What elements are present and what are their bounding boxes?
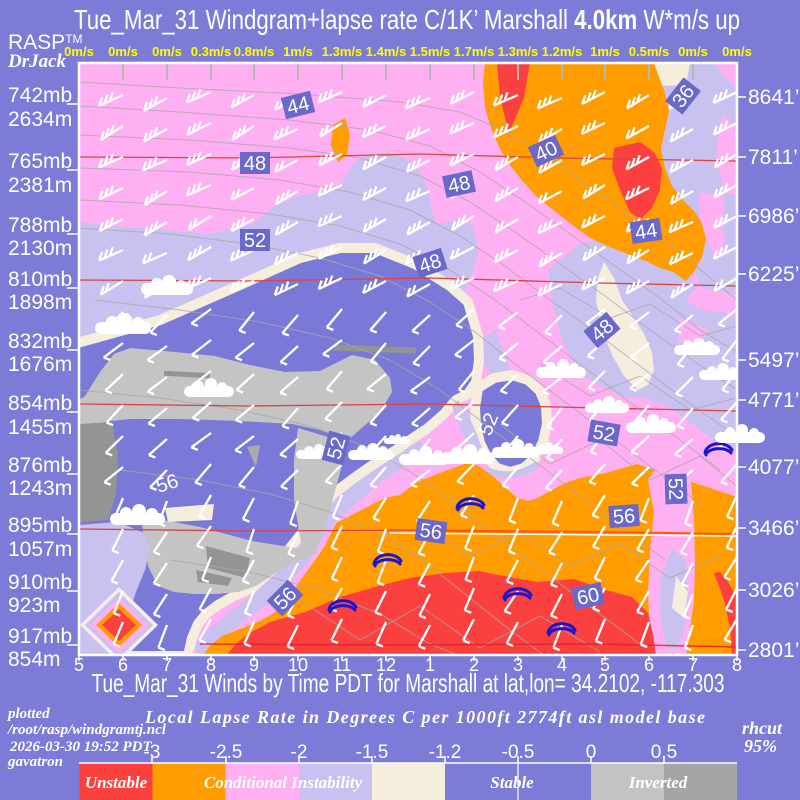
svg-text:Local Lapse Rate in Degrees C: Local Lapse Rate in Degrees C per 1000ft… xyxy=(144,707,705,727)
svg-text:-1.5: -1.5 xyxy=(356,742,389,763)
svg-text:910mb: 910mb xyxy=(8,571,72,594)
svg-text:1: 1 xyxy=(425,655,435,675)
svg-text:0.3m/s: 0.3m/s xyxy=(191,44,231,59)
svg-text:Stable: Stable xyxy=(490,773,534,792)
svg-text:52: 52 xyxy=(244,230,266,252)
svg-text:8: 8 xyxy=(732,655,742,675)
svg-text:1m/s: 1m/s xyxy=(283,44,313,59)
svg-text:56: 56 xyxy=(418,520,443,545)
svg-text:44: 44 xyxy=(634,220,659,245)
svg-text:876mb: 876mb xyxy=(8,454,72,477)
svg-text:765mb: 765mb xyxy=(8,150,72,173)
svg-text:5: 5 xyxy=(74,655,84,675)
svg-text:plotted: plotted xyxy=(6,706,50,722)
svg-text:1.2m/s: 1.2m/s xyxy=(542,44,582,59)
svg-text:1898m: 1898m xyxy=(8,291,72,314)
svg-text:788mb: 788mb xyxy=(8,214,72,237)
svg-text:1057m: 1057m xyxy=(8,538,72,561)
svg-text:7: 7 xyxy=(162,655,172,675)
svg-text:0: 0 xyxy=(586,742,597,763)
svg-text:gavatron: gavatron xyxy=(7,754,63,770)
svg-text:/root/rasp/windgramtj.ncl: /root/rasp/windgramtj.ncl xyxy=(7,722,167,738)
svg-text:1.7m/s: 1.7m/s xyxy=(454,44,494,59)
svg-text:6: 6 xyxy=(118,655,128,675)
svg-text:44: 44 xyxy=(285,93,312,120)
svg-text:rhcut: rhcut xyxy=(742,718,783,738)
svg-text:1m/s: 1m/s xyxy=(590,44,620,59)
svg-text:10: 10 xyxy=(288,655,308,675)
svg-text:-2.5: -2.5 xyxy=(210,742,243,763)
svg-text:Tue_Mar_31 Winds by Time PDT f: Tue_Mar_31 Winds by Time PDT for Marshal… xyxy=(92,668,725,698)
svg-text:56: 56 xyxy=(612,505,636,528)
svg-text:3: 3 xyxy=(513,655,523,675)
svg-text:52: 52 xyxy=(664,478,687,501)
svg-text:48: 48 xyxy=(244,153,266,175)
svg-text:810mb: 810mb xyxy=(8,268,72,291)
svg-text:0m/s: 0m/s xyxy=(678,44,708,59)
svg-text:3466’: 3466’ xyxy=(748,517,799,540)
svg-text:6225’: 6225’ xyxy=(748,263,799,286)
svg-text:7811’: 7811’ xyxy=(748,146,798,169)
svg-text:60: 60 xyxy=(575,584,601,610)
svg-text:Conditional Instability: Conditional Instability xyxy=(204,773,363,792)
svg-text:DrJack: DrJack xyxy=(7,51,67,72)
svg-text:5497’: 5497’ xyxy=(748,349,799,372)
svg-text:6: 6 xyxy=(644,655,654,675)
svg-text:2: 2 xyxy=(469,655,479,675)
svg-text:0.5: 0.5 xyxy=(651,742,677,763)
svg-text:917mb: 917mb xyxy=(8,625,72,648)
svg-text:RASPTM: RASPTM xyxy=(8,31,83,54)
svg-text:854m: 854m xyxy=(8,648,61,671)
svg-text:52: 52 xyxy=(591,421,617,447)
svg-text:895mb: 895mb xyxy=(8,514,72,537)
svg-text:1.5m/s: 1.5m/s xyxy=(410,44,450,59)
svg-text:0m/s: 0m/s xyxy=(152,44,182,59)
svg-text:-1.2: -1.2 xyxy=(429,742,462,763)
svg-text:2026-03-30 19:52 PDT: 2026-03-30 19:52 PDT xyxy=(9,739,152,755)
svg-text:854mb: 854mb xyxy=(8,392,72,415)
svg-text:95%: 95% xyxy=(744,736,777,756)
svg-text:2801’: 2801’ xyxy=(748,639,799,662)
svg-text:1.4m/s: 1.4m/s xyxy=(366,44,406,59)
svg-text:832mb: 832mb xyxy=(8,330,72,353)
svg-text:742mb: 742mb xyxy=(8,84,72,107)
svg-text:1.3m/s: 1.3m/s xyxy=(322,44,362,59)
svg-text:48: 48 xyxy=(446,172,472,198)
svg-text:2634m: 2634m xyxy=(8,108,72,131)
svg-text:-3: -3 xyxy=(144,742,161,763)
svg-text:923m: 923m xyxy=(8,594,61,617)
svg-text:Unstable: Unstable xyxy=(85,773,148,792)
svg-text:2381m: 2381m xyxy=(8,174,72,197)
svg-text:Tue_Mar_31 Windgram+lapse rate: Tue_Mar_31 Windgram+lapse rate C/1K’ Mar… xyxy=(74,4,740,35)
svg-text:8641’: 8641’ xyxy=(748,86,799,109)
svg-text:0.5m/s: 0.5m/s xyxy=(629,44,669,59)
svg-text:3026’: 3026’ xyxy=(748,579,799,602)
svg-text:0m/s: 0m/s xyxy=(108,44,138,59)
svg-text:9: 9 xyxy=(249,655,259,675)
svg-text:0m/s: 0m/s xyxy=(64,44,94,59)
svg-text:1.3m/s: 1.3m/s xyxy=(498,44,538,59)
svg-text:2130m: 2130m xyxy=(8,237,72,260)
svg-text:4771’: 4771’ xyxy=(748,389,799,412)
svg-text:5: 5 xyxy=(600,655,610,675)
svg-text:12: 12 xyxy=(376,655,396,675)
svg-text:7: 7 xyxy=(688,655,698,675)
svg-text:4077’: 4077’ xyxy=(748,456,799,479)
svg-text:Inverted: Inverted xyxy=(628,773,688,792)
svg-text:1676m: 1676m xyxy=(8,353,72,376)
svg-text:8: 8 xyxy=(206,655,216,675)
svg-text:0m/s: 0m/s xyxy=(722,44,752,59)
svg-text:11: 11 xyxy=(333,655,352,675)
svg-text:1243m: 1243m xyxy=(8,477,72,500)
svg-text:-0.5: -0.5 xyxy=(502,742,535,763)
svg-text:1455m: 1455m xyxy=(8,416,72,439)
svg-text:-2: -2 xyxy=(291,742,308,763)
svg-text:0.8m/s: 0.8m/s xyxy=(234,44,274,59)
svg-text:4: 4 xyxy=(557,655,567,675)
svg-text:6986’: 6986’ xyxy=(748,205,799,228)
